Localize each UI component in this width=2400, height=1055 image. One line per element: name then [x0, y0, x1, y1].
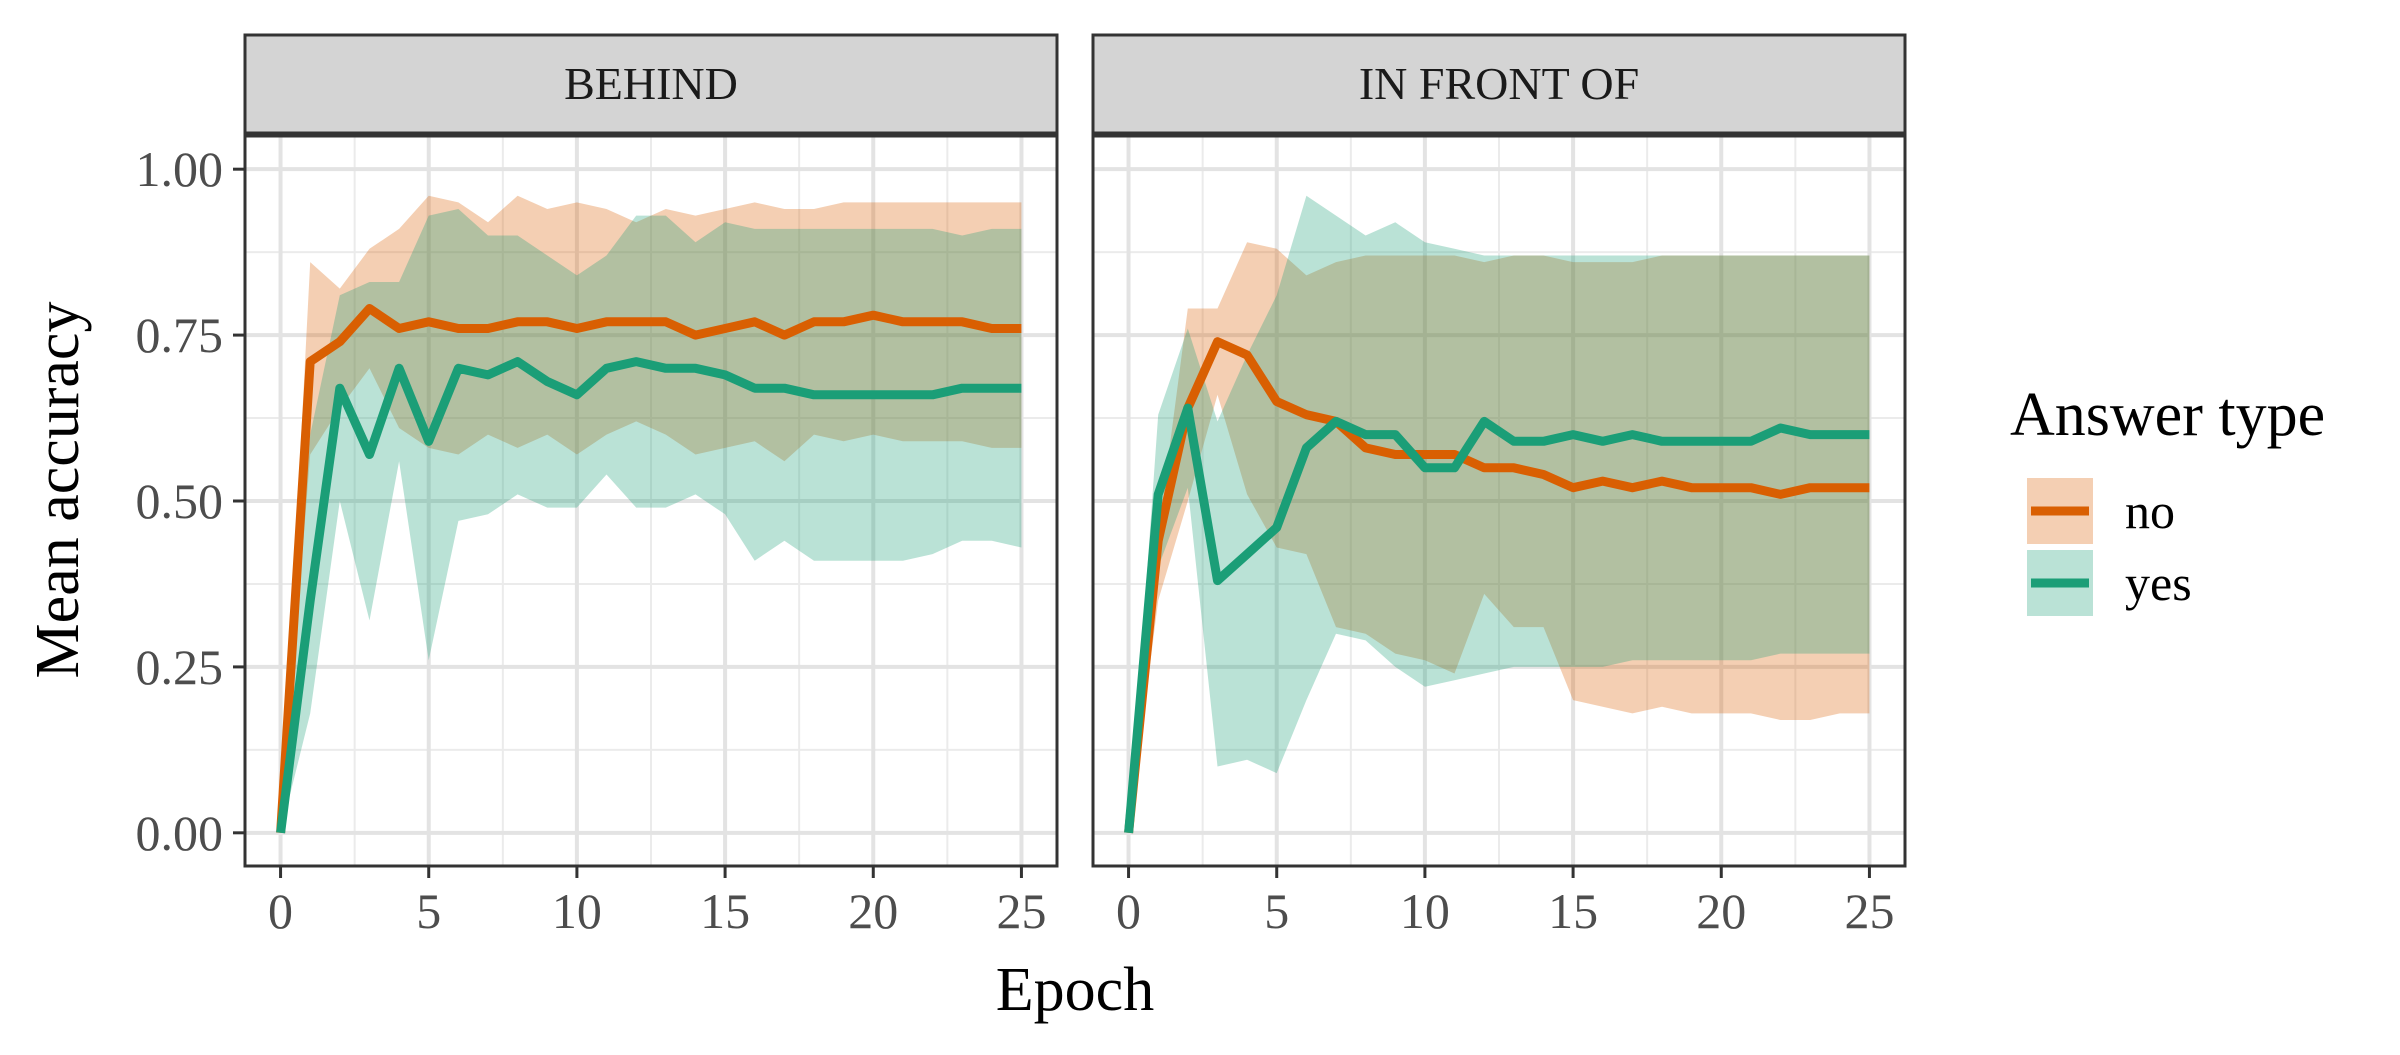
y-tick-label: 1.00 — [136, 141, 224, 197]
y-tick-label: 0.50 — [136, 473, 224, 529]
x-tick-label: 10 — [1400, 883, 1450, 939]
ribbon-yes — [280, 209, 1022, 833]
y-tick-label: 0.00 — [136, 805, 224, 861]
x-tick-label: 5 — [416, 883, 441, 939]
x-tick-label: 15 — [700, 883, 750, 939]
series-line-yes — [1124, 403, 1870, 834]
legend-label-no: no — [2125, 483, 2175, 539]
y-axis-title: Mean accuracy — [24, 302, 92, 679]
panel-strip — [1091, 33, 1907, 135]
x-tick-label: 25 — [996, 883, 1046, 939]
panels-layer: BEHIND 0 5 10 15 20 25 0.00 0.25 0.50 0.75 1.00 IN F… — [136, 33, 1907, 939]
y-tick-label: 0.75 — [136, 307, 224, 363]
legend-item-no: no — [2027, 478, 2175, 544]
legend-title: Answer type — [2010, 381, 2325, 449]
panel-1: BEHIND 0 5 10 15 20 25 0.00 0.25 0.50 0.75 1.00 — [136, 33, 1059, 939]
legend-item-yes: yes — [2027, 550, 2192, 616]
panel-strip-label: BEHIND — [564, 58, 738, 109]
panel-strip — [243, 33, 1059, 135]
x-tick-label: 10 — [552, 883, 602, 939]
x-tick-label: 25 — [1844, 883, 1894, 939]
x-tick-label: 0 — [268, 883, 293, 939]
x-tick-label: 15 — [1548, 883, 1598, 939]
legend-label-yes: yes — [2125, 555, 2192, 611]
ribbon-no — [1128, 242, 1870, 833]
panel-strip-label: IN FRONT OF — [1359, 58, 1639, 109]
ribbon-no — [280, 195, 1022, 833]
legend-entries: no yes — [2027, 478, 2192, 616]
ribbon-yes — [1128, 195, 1870, 833]
x-tick-label: 20 — [848, 883, 898, 939]
x-tick-label: 5 — [1264, 883, 1289, 939]
legend: Answer type no yes — [2010, 381, 2325, 616]
series-line-no — [1124, 337, 1870, 834]
y-tick-label: 0.25 — [136, 639, 224, 695]
series-line-yes — [276, 357, 1022, 834]
x-axis-title: Epoch — [996, 956, 1154, 1024]
panel-border — [1091, 134, 1907, 868]
panel-2: IN FRONT OF 0 5 10 15 20 25 — [1091, 33, 1907, 939]
series-line-no — [276, 304, 1022, 834]
x-tick-label: 0 — [1116, 883, 1141, 939]
x-tick-label: 20 — [1696, 883, 1746, 939]
